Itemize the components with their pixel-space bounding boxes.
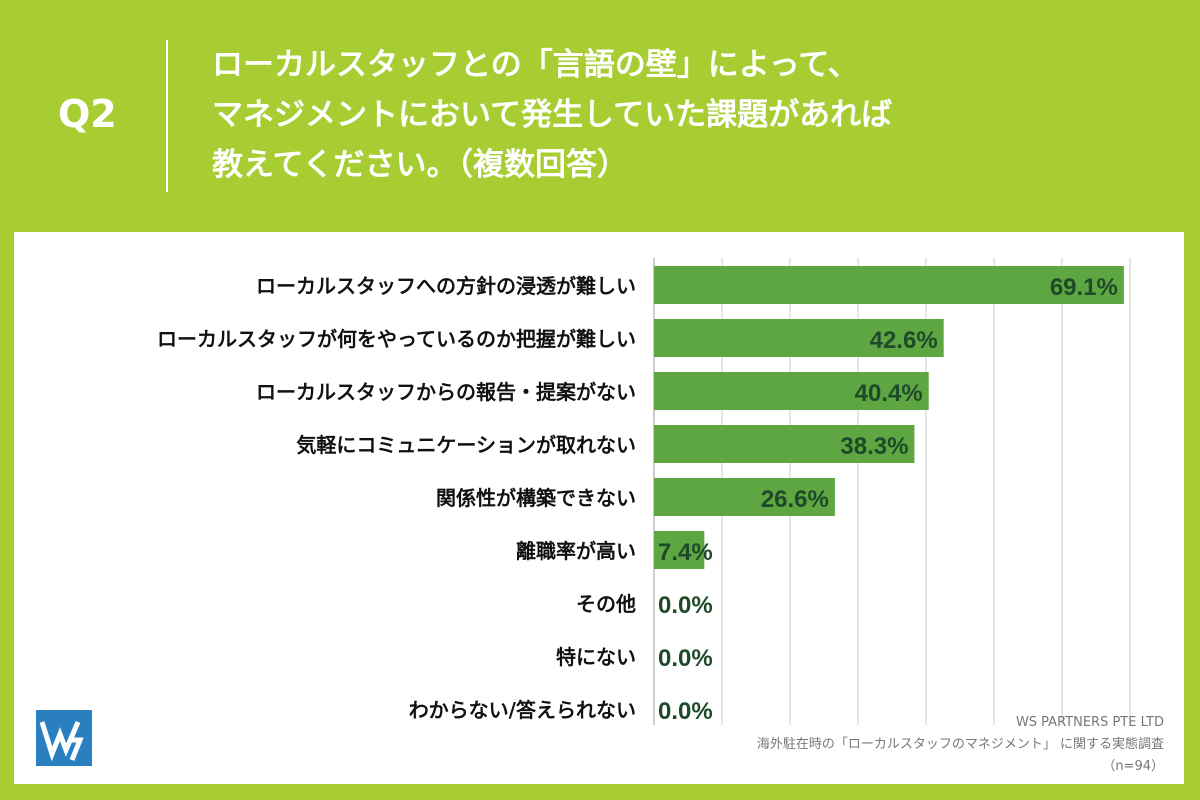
bar	[654, 319, 944, 357]
data-label: 40.4%	[855, 380, 923, 407]
category-label: 気軽にコミュニケーションが取れない	[296, 433, 636, 457]
category-label: 関係性が構築できない	[436, 486, 636, 510]
bar	[654, 372, 929, 410]
category-label: その他	[576, 592, 636, 616]
question-text: ローカルスタッフとの「言語の壁」によって、 マネジメントにおいて発生していた課題…	[212, 40, 1172, 190]
category-label: わからない/答えられない	[409, 698, 636, 722]
question-line: マネジメントにおいて発生していた課題があれば	[212, 97, 893, 133]
question-line: 教えてください。（複数回答）	[212, 147, 629, 183]
category-label: 特にない	[556, 645, 636, 669]
source-sample: （n=94）	[1102, 759, 1164, 774]
header-divider	[166, 40, 168, 192]
ws-partners-logo-icon	[36, 710, 92, 766]
source-survey: 海外駐在時の「ローカルスタッフのマネジメント」 に関する実態調査	[756, 737, 1164, 752]
category-label: ローカルスタッフが何をやっているのか把握が難しい	[157, 327, 636, 351]
bar-chart: ローカルスタッフへの方針の浸透が難しい 69.1% ローカルスタッフが何をやっている…	[157, 258, 1131, 725]
data-label: 7.4%	[658, 539, 713, 566]
bar	[654, 478, 835, 516]
category-label: 離職率が高い	[516, 539, 636, 563]
data-label: 69.1%	[1050, 274, 1118, 301]
bar	[654, 531, 705, 569]
data-label: 38.3%	[840, 433, 908, 460]
data-label: 26.6%	[761, 486, 829, 513]
chart-panel: ローカルスタッフへの方針の浸透が難しい 69.1% ローカルスタッフが何をやっている…	[14, 232, 1184, 784]
data-label: 0.0%	[658, 698, 713, 725]
data-label: 0.0%	[658, 592, 713, 619]
question-number: Q2	[58, 92, 117, 136]
data-label: 42.6%	[870, 327, 938, 354]
source-note: WS PARTNERS PTE LTD 海外駐在時の「ローカルスタッフのマネジメ…	[757, 712, 1164, 778]
category-label: ローカルスタッフからの報告・提案がない	[256, 380, 636, 404]
question-line: ローカルスタッフとの「言語の壁」によって、	[212, 47, 859, 83]
question-header: Q2 ローカルスタッフとの「言語の壁」によって、 マネジメントにおいて発生してい…	[0, 0, 1200, 232]
source-company: WS PARTNERS PTE LTD	[1015, 715, 1164, 730]
data-label: 0.0%	[658, 645, 713, 672]
bar	[654, 425, 915, 463]
category-label: ローカルスタッフへの方針の浸透が難しい	[256, 274, 636, 298]
bar	[654, 266, 1124, 304]
